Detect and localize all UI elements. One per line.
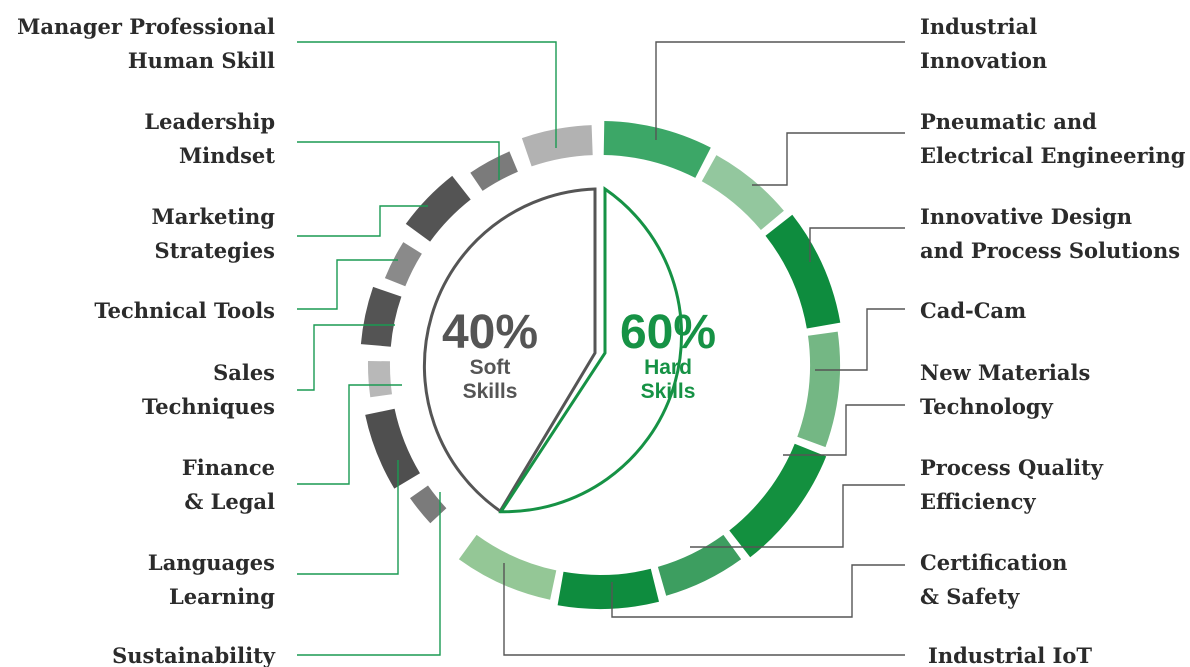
soft-ring-segment-finance-and-legal bbox=[367, 361, 392, 398]
hard-label-cad-cam: Cad-Cam bbox=[920, 298, 1026, 323]
hard-ring-segment-new-materials-technology bbox=[729, 443, 827, 558]
soft-label-line: Strategies bbox=[155, 238, 275, 263]
hard-label-line: Pneumatic and bbox=[920, 109, 1097, 134]
hard-label-line: Industrial IoT bbox=[928, 643, 1092, 667]
hard-label-line: Industrial bbox=[920, 14, 1037, 39]
hard-label-new-materials-technology: New Materials Technology bbox=[920, 360, 1090, 419]
hard-label-line1: Hard bbox=[644, 356, 692, 379]
soft-skills-center-text: 40% Soft Skills bbox=[442, 306, 538, 403]
soft-label-line: Finance bbox=[182, 455, 275, 480]
hard-ring-segment-innovative-design-and-process-solutions bbox=[765, 214, 841, 329]
soft-connector-languages-learning bbox=[297, 460, 399, 575]
soft-connector-finance-and-legal bbox=[297, 384, 402, 485]
hard-ring-segment-industrial-iot bbox=[458, 534, 557, 600]
hard-label-line: Innovation bbox=[920, 48, 1047, 73]
soft-ring-segment-manager-professional-human-skill bbox=[521, 125, 593, 167]
soft-ring-segment-sales-techniques bbox=[360, 286, 402, 347]
hard-ring-segment-industrial-innovation bbox=[603, 121, 711, 178]
hard-skills-center-text: 60% Hard Skills bbox=[620, 306, 716, 403]
soft-label-line: Marketing bbox=[152, 204, 276, 229]
hard-label-certification-and-safety: Certification & Safety bbox=[920, 550, 1067, 609]
hard-connector-cad-cam bbox=[815, 308, 905, 371]
soft-label-line: Human Skill bbox=[128, 48, 275, 73]
soft-label-sales-techniques: Sales Techniques bbox=[142, 360, 275, 419]
connector-lines bbox=[297, 41, 905, 656]
hard-label-line: Efficiency bbox=[920, 489, 1036, 514]
soft-label-languages-learning: Languages Learning bbox=[148, 550, 275, 609]
soft-label-line1: Soft bbox=[470, 356, 511, 379]
soft-label-line: Learning bbox=[169, 584, 275, 609]
soft-label-line: Sales bbox=[213, 360, 275, 385]
soft-label-line: Techniques bbox=[142, 394, 275, 419]
soft-label-leadership-mindset: Leadership Mindset bbox=[144, 109, 275, 168]
hard-skills-pie-segment bbox=[498, 186, 683, 514]
hard-label-line: Cad-Cam bbox=[920, 298, 1026, 323]
soft-label-line: Mindset bbox=[179, 143, 275, 168]
hard-label-innovative-design-and-process-solutions: Innovative Design and Process Solutions bbox=[920, 204, 1180, 263]
soft-ring-segment-sustainability bbox=[410, 485, 447, 524]
soft-label-sustainability: Sustainability bbox=[112, 643, 276, 667]
soft-label-line: & Legal bbox=[184, 489, 275, 514]
hard-connector-process-quality-efficiency bbox=[690, 484, 905, 548]
soft-label-line: Technical Tools bbox=[94, 298, 275, 323]
soft-label-marketing-strategies: Marketing Strategies bbox=[152, 204, 276, 263]
hard-percent: 60% bbox=[620, 306, 716, 359]
soft-skills-pie-segment bbox=[422, 187, 597, 514]
hard-label-pneumatic-and-electrical-engineering: Pneumatic and Electrical Engineering bbox=[920, 109, 1186, 168]
soft-connector-leadership-mindset bbox=[297, 141, 500, 180]
hard-connector-pneumatic-and-electrical-engineering bbox=[752, 132, 905, 186]
hard-connector-certification-and-safety bbox=[611, 564, 905, 618]
hard-connector-industrial-innovation bbox=[655, 41, 905, 140]
hard-label-line: Process Quality bbox=[920, 455, 1104, 480]
soft-label-line: Languages bbox=[148, 550, 275, 575]
soft-connector-marketing-strategies bbox=[297, 205, 428, 237]
outer-ring bbox=[360, 121, 841, 610]
soft-label-line: Manager Professional bbox=[17, 14, 275, 39]
hard-label-line: New Materials bbox=[920, 360, 1090, 385]
hard-label-industrial-iot: Industrial IoT bbox=[928, 643, 1092, 667]
soft-connector-sustainability bbox=[297, 492, 441, 656]
soft-label-finance-and-legal: Finance & Legal bbox=[182, 455, 275, 514]
hard-ring-segment-process-quality-efficiency bbox=[657, 534, 742, 596]
soft-ring-segment-leadership-mindset bbox=[470, 151, 518, 191]
hard-ring-segment-pneumatic-and-electrical-engineering bbox=[701, 155, 784, 230]
hard-label-line2: Skills bbox=[641, 380, 696, 403]
hard-label-line: & Safety bbox=[920, 584, 1020, 609]
hard-label-line: Certification bbox=[920, 550, 1067, 575]
soft-label-technical-tools: Technical Tools bbox=[94, 298, 275, 323]
soft-ring-segment-technical-tools bbox=[384, 242, 422, 287]
soft-connector-sales-techniques bbox=[297, 324, 395, 391]
hard-label-line: Technology bbox=[920, 394, 1054, 419]
soft-connector-manager-professional-human-skill bbox=[297, 41, 557, 148]
soft-label-manager-professional-human-skill: Manager Professional Human Skill bbox=[17, 14, 275, 73]
soft-label-line: Sustainability bbox=[112, 643, 276, 667]
soft-connector-technical-tools bbox=[297, 259, 398, 310]
hard-ring-segment-cad-cam bbox=[797, 331, 841, 448]
hard-connector-industrial-iot bbox=[503, 563, 905, 656]
hard-label-line: Electrical Engineering bbox=[920, 143, 1186, 168]
soft-percent: 40% bbox=[442, 306, 538, 359]
soft-label-line: Leadership bbox=[144, 109, 275, 134]
skill-labels: Manager Professional Human Skill Leadershi… bbox=[17, 14, 1186, 667]
hard-label-industrial-innovation: Industrial Innovation bbox=[920, 14, 1047, 73]
soft-label-line2: Skills bbox=[463, 380, 518, 403]
soft-ring-segment-languages-learning bbox=[365, 408, 420, 489]
hard-label-line: and Process Solutions bbox=[920, 238, 1180, 263]
hard-connector-new-materials-technology bbox=[783, 404, 905, 456]
soft-ring-segment-marketing-strategies bbox=[405, 175, 471, 242]
hard-connector-innovative-design-and-process-solutions bbox=[809, 227, 905, 262]
hard-ring-segment-certification-and-safety bbox=[557, 568, 659, 610]
hard-label-process-quality-efficiency: Process Quality Efficiency bbox=[920, 455, 1104, 514]
hard-label-line: Innovative Design bbox=[920, 204, 1132, 229]
